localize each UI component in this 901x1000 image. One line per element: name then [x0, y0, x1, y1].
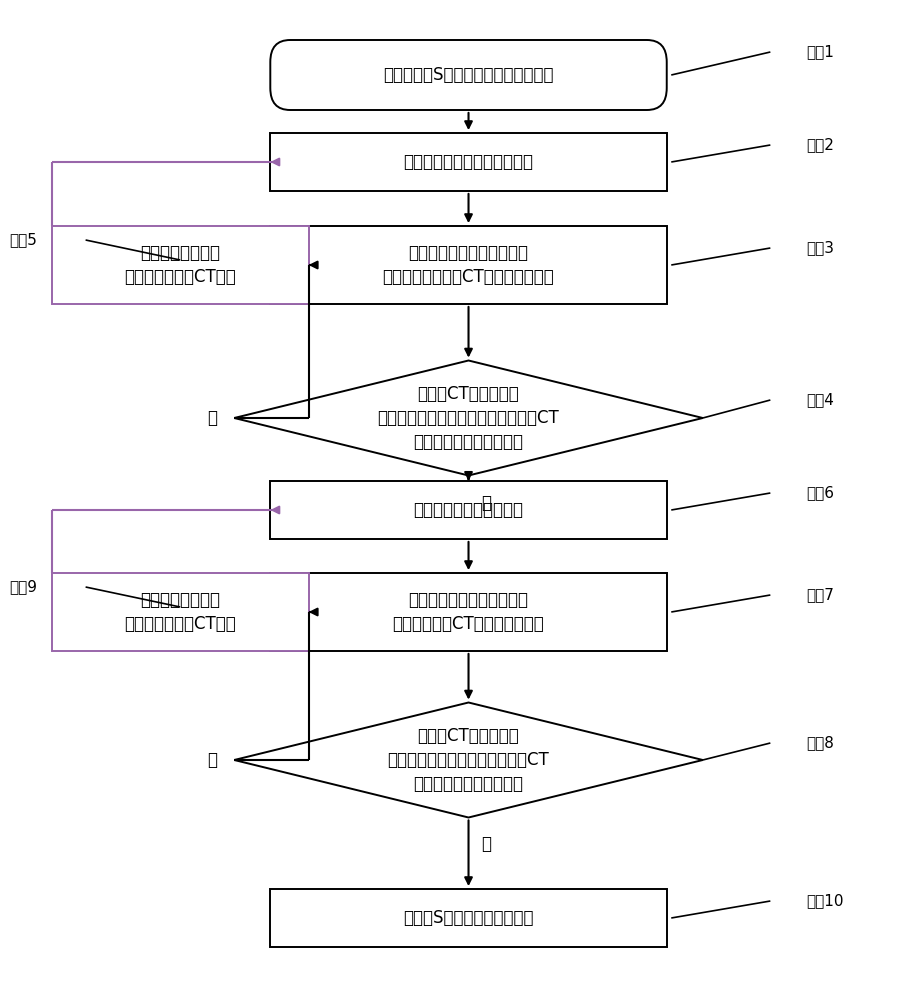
Text: 步骤1: 步骤1 [806, 44, 834, 60]
Text: 测量并记录通流仪输出额定
电流时各间隔CT二次侧实际电流: 测量并记录通流仪输出额定 电流时各间隔CT二次侧实际电流 [393, 591, 544, 633]
Text: 调节通流仪输出额定电流: 调节通流仪输出额定电流 [414, 501, 523, 519]
Bar [52, 226, 308, 304]
Polygon shape [234, 702, 703, 818]
Text: 关闭通流仪，查找
并消除异常间隔CT缺陷: 关闭通流仪，查找 并消除异常间隔CT缺陷 [124, 244, 236, 286]
Text: 步骤8: 步骤8 [806, 736, 834, 750]
Text: 步骤5: 步骤5 [9, 232, 37, 247]
FancyBboxPatch shape [270, 40, 667, 110]
Text: 步骤9: 步骤9 [9, 580, 37, 594]
Text: 是: 是 [481, 836, 492, 854]
Text: 否: 否 [206, 751, 217, 769]
Text: 是: 是 [481, 494, 492, 512]
Bar [270, 889, 667, 947]
Text: 步骤3: 步骤3 [806, 240, 834, 255]
Text: 测量并记录通流仪输出一半
额定电流时各间隔CT二次侧实际电流: 测量并记录通流仪输出一半 额定电流时各间隔CT二次侧实际电流 [383, 244, 554, 286]
Text: 关闭通流仪，查找
并消除异常间隔CT缺陷: 关闭通流仪，查找 并消除异常间隔CT缺陷 [124, 591, 236, 633]
Bar [270, 573, 667, 651]
Text: 步骤6: 步骤6 [806, 486, 834, 500]
Text: 各间隔CT二次侧电流
测量值与通流仪施加一半额定电流时CT
二次侧理论计算值一致？: 各间隔CT二次侧电流 测量值与通流仪施加一半额定电流时CT 二次侧理论计算值一致… [378, 385, 560, 451]
Bar [270, 133, 667, 191]
Polygon shape [234, 360, 703, 476]
Text: 调节通流仪输出一半额定电流: 调节通流仪输出一半额定电流 [404, 153, 533, 171]
Text: 步骤4: 步骤4 [806, 392, 834, 408]
Text: 步骤10: 步骤10 [806, 894, 844, 908]
Text: 步骤2: 步骤2 [806, 137, 834, 152]
Bar [52, 573, 308, 651]
Bar [270, 226, 667, 304]
Text: 进行变电站S型一次通流试验准备工作: 进行变电站S型一次通流试验准备工作 [383, 66, 554, 84]
Text: 各间隔CT二次侧电流
测量值与通流仪施加额定电流时CT
二次侧理论计算值一致？: 各间隔CT二次侧电流 测量值与通流仪施加额定电流时CT 二次侧理论计算值一致？ [387, 727, 550, 793]
Text: 变电站S型一次通流试验结束: 变电站S型一次通流试验结束 [404, 909, 533, 927]
Text: 步骤7: 步骤7 [806, 587, 834, 602]
Text: 否: 否 [206, 409, 217, 427]
Bar [270, 481, 667, 539]
